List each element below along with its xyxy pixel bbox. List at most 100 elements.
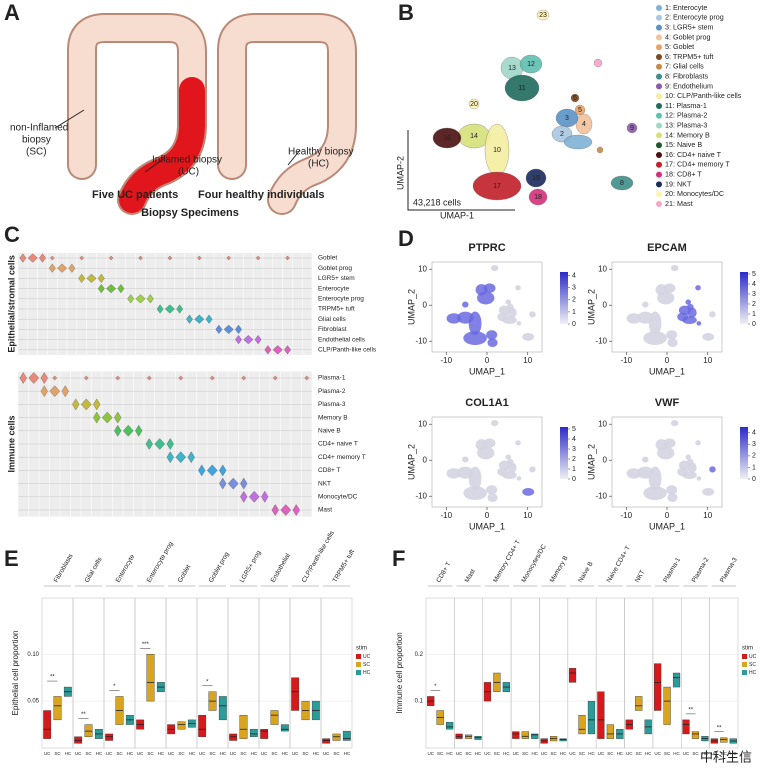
umap-cluster	[536, 9, 550, 21]
cell-type-label: Endothelial cells	[318, 336, 366, 343]
legend-swatch	[356, 670, 361, 675]
legend-swatch	[742, 662, 747, 667]
signif-label: **	[81, 712, 86, 718]
feature-cloud	[490, 419, 499, 427]
colorbar-tick-label: 5	[572, 426, 576, 433]
group-label: UC	[569, 751, 576, 756]
box	[663, 686, 671, 725]
legend-label: 12: Plasma-2	[665, 111, 707, 120]
violin	[93, 398, 101, 411]
group-label: UC	[44, 751, 51, 756]
group-label: HC	[617, 751, 624, 756]
legend-swatch	[356, 654, 361, 659]
legend-swatch	[656, 152, 662, 158]
cell-type-label: Fibroblast	[318, 326, 347, 333]
legend-title: stim	[356, 646, 367, 652]
feature-cloud	[709, 311, 716, 318]
group-label: UC	[199, 751, 206, 756]
legend-label: 21: Mast	[665, 199, 693, 208]
box	[332, 733, 341, 741]
signif-label: *	[113, 684, 116, 690]
feature-cloud	[529, 311, 536, 318]
x-tick-label: 0	[485, 511, 490, 520]
violin	[115, 375, 121, 381]
facet-label: Glial cells	[84, 556, 104, 584]
x-axis-label: UMAP_1	[649, 521, 685, 531]
feature-cloud	[670, 419, 679, 427]
x-axis-label: UMAP_1	[469, 366, 505, 376]
legend-swatch	[656, 34, 662, 41]
violin	[164, 304, 175, 314]
violin	[72, 398, 80, 411]
colorbar	[560, 272, 568, 324]
group-label: HC	[158, 751, 165, 756]
violin	[243, 335, 254, 345]
violin	[97, 273, 105, 283]
umap-cluster	[525, 168, 547, 188]
legend-label: 3: LGR5+ stem	[665, 23, 714, 32]
violin	[178, 375, 184, 381]
violin	[19, 253, 27, 263]
cluster-label: 14	[470, 133, 478, 140]
group-label: UC	[541, 751, 548, 756]
panel-letter: B	[398, 0, 414, 25]
feature-cloud	[642, 456, 649, 463]
x-tick-label: 10	[523, 511, 532, 520]
feature-cloud	[682, 316, 697, 325]
violin	[197, 255, 202, 261]
facet-label: Enterocyte prog	[146, 540, 175, 584]
violin	[135, 294, 146, 304]
legend-label: HC	[363, 670, 371, 676]
feature-cloud	[522, 487, 535, 496]
x-tick-label: 10	[703, 356, 712, 365]
x-tick-label: 0	[665, 511, 670, 520]
y-axis-label: Immune cell proportion	[395, 632, 404, 713]
cell-type-label: TRPM5+ tuft	[318, 306, 355, 313]
sc-label: (SC)	[26, 147, 47, 158]
group-label: HC	[313, 751, 320, 756]
box	[691, 731, 700, 739]
feature-cloud	[666, 330, 678, 340]
box	[105, 733, 114, 741]
box	[249, 729, 258, 737]
violin	[241, 375, 247, 381]
violin	[52, 375, 58, 381]
group-label: HC	[65, 751, 72, 756]
group-label: HC	[282, 751, 289, 756]
colon-illustrations	[54, 13, 357, 215]
violin	[79, 255, 84, 261]
violin	[175, 451, 186, 463]
cluster-label: 11	[518, 85, 525, 92]
y-tick-label: 0.10	[27, 652, 39, 658]
hc-label: Healthy biopsy	[288, 147, 354, 158]
facet-label: Memory B	[549, 555, 570, 584]
cluster-label: 12	[527, 61, 535, 68]
violin	[304, 375, 310, 381]
legend-label: 20: Monocytes/DC	[665, 189, 724, 198]
group-label: HC	[560, 751, 567, 756]
group-label: SC	[240, 751, 247, 756]
cell-type-label: LGR5+ stem	[318, 275, 355, 282]
facet-label: Goblet prog	[208, 551, 231, 584]
feature-cloud	[462, 301, 469, 308]
facet-label: Plasma-3	[719, 556, 739, 584]
legend-swatch	[656, 44, 662, 51]
feature-cloud	[505, 454, 512, 460]
group-label: UC	[75, 751, 82, 756]
signif-label: ***	[142, 642, 150, 648]
umap-cluster	[432, 127, 462, 149]
group-label: HC	[503, 751, 510, 756]
group-label: HC	[96, 751, 103, 756]
group-label: SC	[494, 751, 501, 756]
feature-cloud	[516, 321, 522, 326]
feature-cloud	[666, 485, 678, 495]
box	[464, 734, 473, 739]
group-label: SC	[522, 751, 529, 756]
legend-swatch	[656, 132, 662, 139]
group-label: UC	[598, 751, 605, 756]
cluster-label: 18	[534, 194, 542, 201]
group-label: SC	[721, 751, 728, 756]
facet-label: Endothelial	[270, 552, 292, 584]
legend-swatch	[742, 654, 747, 659]
cluster-label: 20	[470, 101, 478, 108]
